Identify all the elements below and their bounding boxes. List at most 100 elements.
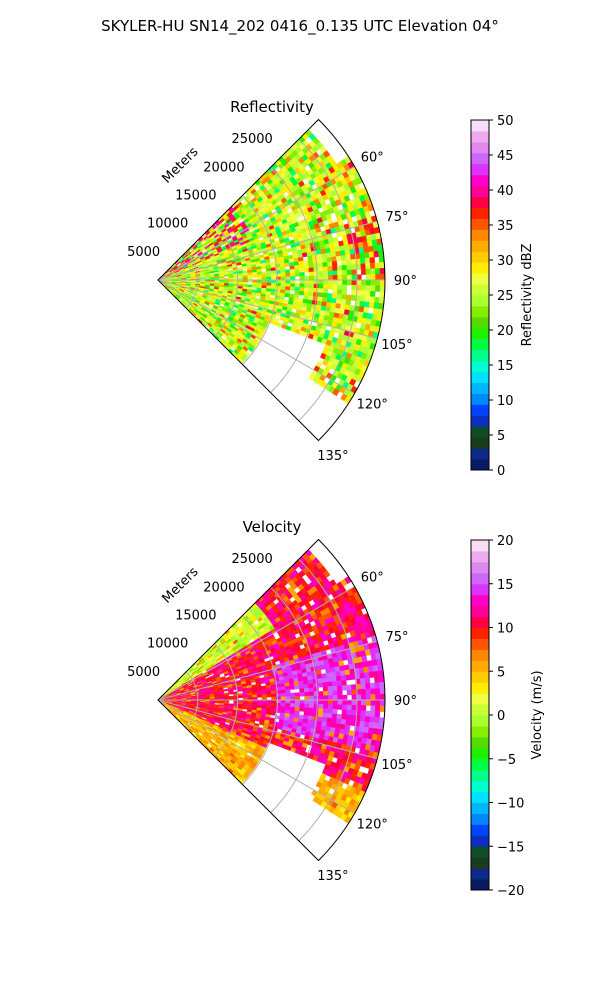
- radial-tick-label: 15000: [175, 609, 216, 624]
- field-cell: [275, 273, 282, 278]
- field-cell: [294, 283, 301, 288]
- field-cell: [345, 719, 352, 726]
- field-cell: [341, 294, 347, 300]
- colorbar-swatch: [471, 338, 489, 351]
- field-cell: [345, 254, 352, 261]
- radial-tick-label: 25000: [231, 552, 272, 567]
- colorbar-swatch: [471, 426, 489, 438]
- field-cell: [341, 709, 348, 716]
- field-cell: [308, 711, 314, 717]
- colorbar-swatch: [471, 174, 489, 187]
- field-cell: [361, 699, 367, 706]
- field-cell: [335, 675, 342, 682]
- field-cell: [327, 275, 334, 281]
- colorbar-swatch: [471, 857, 489, 869]
- field-cell: [321, 253, 328, 259]
- field-cell: [341, 680, 347, 686]
- field-cell: [270, 270, 277, 275]
- field-cell: [266, 282, 272, 287]
- field-cell: [342, 279, 348, 286]
- field-cell: [290, 696, 296, 701]
- field-cell: [289, 685, 295, 690]
- field-cell: [351, 689, 357, 696]
- field-cell: [280, 276, 286, 281]
- field-cell: [361, 655, 368, 663]
- field-cell: [351, 709, 357, 716]
- field-cell: [285, 272, 291, 277]
- field-cell: [323, 704, 329, 710]
- field-cell: [375, 705, 381, 712]
- colorbar-swatch: [471, 130, 489, 143]
- field-cell: [285, 692, 291, 697]
- field-cell: [309, 699, 315, 705]
- field-cell: [339, 303, 346, 310]
- field-cell: [209, 285, 215, 288]
- field-cell: [360, 258, 366, 265]
- field-cell: [318, 275, 324, 281]
- field-cell: [364, 301, 370, 309]
- field-cell: [290, 272, 296, 277]
- field-cell: [332, 265, 338, 272]
- field-cell: [303, 687, 310, 693]
- colorbar-tick-label: 20: [497, 324, 514, 339]
- field-cell: [327, 284, 334, 290]
- field-cell: [275, 285, 282, 290]
- field-cell: [368, 722, 375, 729]
- field-cell: [317, 712, 324, 718]
- field-cell: [337, 690, 343, 696]
- field-cell: [323, 275, 329, 281]
- field-cell: [351, 269, 357, 276]
- field-cell: [370, 274, 376, 281]
- field-cell: [242, 275, 249, 278]
- colorbar-swatch: [471, 382, 489, 394]
- grid-spoke: [157, 279, 355, 394]
- field-cell: [289, 706, 296, 711]
- field-cell: [294, 272, 301, 277]
- colorbar-swatch: [471, 415, 489, 427]
- field-cell: [318, 284, 324, 289]
- field-cell: [298, 680, 305, 686]
- field-cell: [331, 713, 338, 720]
- colorbar-swatch: [471, 273, 489, 285]
- field-cell: [318, 708, 324, 714]
- field-cell: [307, 259, 314, 265]
- field-cell: [351, 284, 357, 291]
- reflectivity-colorbar-label: Reflectivity dBZ: [520, 244, 535, 347]
- field-cell: [370, 285, 376, 292]
- velocity-panel: Velocity Meters 500010000150002000025000…: [127, 518, 545, 899]
- radial-tick-label: 10000: [147, 217, 188, 232]
- field-cell: [308, 691, 315, 697]
- field-cell: [256, 702, 263, 706]
- field-cell: [308, 687, 315, 693]
- colorbar-swatch: [471, 736, 489, 749]
- colorbar-swatch: [471, 780, 489, 793]
- field-cell: [322, 708, 329, 714]
- field-cell: [360, 705, 367, 712]
- field-cell: [280, 706, 286, 711]
- field-cell: [368, 302, 375, 309]
- field-cell: [365, 290, 371, 297]
- field-cell: [256, 694, 263, 698]
- field-cell: [318, 288, 324, 294]
- field-cell: [346, 704, 353, 711]
- field-cell: [294, 684, 300, 690]
- field-cell: [322, 712, 328, 719]
- field-cell: [351, 699, 357, 706]
- field-cell: [360, 710, 367, 717]
- field-cell: [369, 296, 376, 303]
- field-cell: [331, 676, 337, 682]
- field-cell: [335, 298, 342, 305]
- field-cell: [317, 678, 323, 684]
- field-cell: [335, 670, 342, 677]
- colorbar-tick-label: 10: [497, 394, 514, 409]
- field-cell: [336, 680, 343, 687]
- field-cell: [336, 289, 343, 295]
- field-cell: [365, 274, 372, 281]
- field-cell: [350, 259, 357, 266]
- field-cell: [285, 269, 291, 274]
- field-cell: [360, 290, 367, 297]
- field-cell: [256, 282, 263, 286]
- colorbar-swatch: [471, 229, 489, 241]
- field-cell: [346, 689, 353, 696]
- field-cell: [359, 252, 366, 259]
